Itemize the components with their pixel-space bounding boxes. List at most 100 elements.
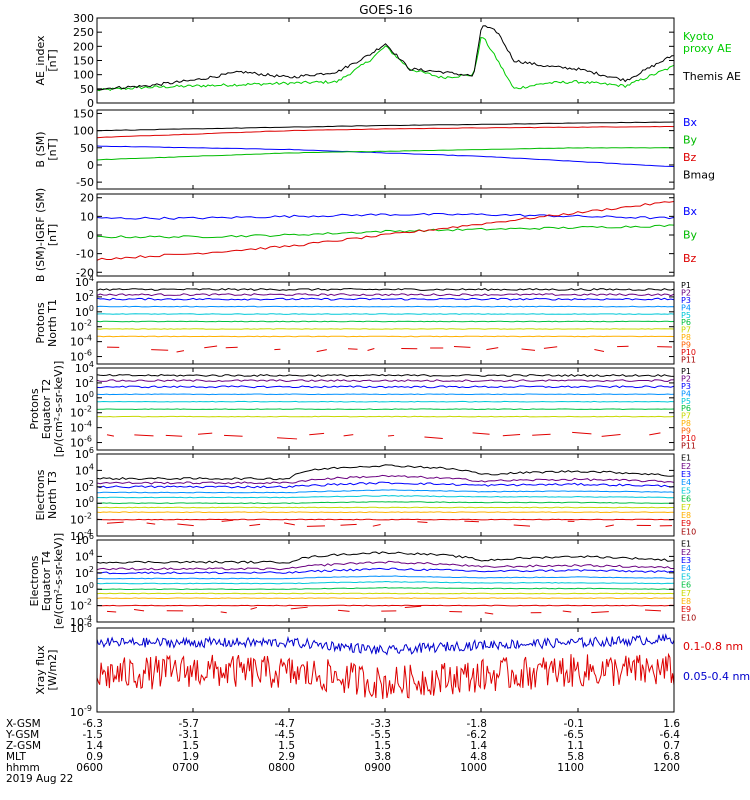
flux-dash-segment — [484, 612, 494, 615]
flux-dash-segment — [306, 525, 325, 527]
flux-line-3 — [97, 297, 674, 301]
ytick-base: 10 — [75, 276, 89, 289]
footer-value: 5.8 — [567, 751, 584, 763]
ytick-label: 10 — [80, 210, 94, 223]
bfield-line-4 — [97, 121, 674, 132]
flux-dash-segment — [106, 434, 115, 437]
flux-dash-segment — [605, 524, 614, 528]
footer-value: 0600 — [76, 762, 103, 774]
flux-line-4 — [97, 575, 674, 580]
ytick-exponent: -2 — [84, 512, 92, 521]
ylabel-line: [nT] — [46, 49, 59, 71]
legend-entry: P3 — [681, 382, 691, 391]
flux-dash-segment — [486, 347, 499, 351]
legend-entry: E9 — [681, 605, 691, 614]
flux-line-9 — [97, 518, 674, 521]
flux-line-8 — [97, 597, 674, 600]
footer-value: 1.6 — [663, 718, 680, 730]
legend-entry: P10 — [681, 348, 696, 357]
xray-line-1 — [97, 652, 674, 700]
ytick-label: 200 — [73, 40, 94, 53]
footer-value: 0.7 — [663, 740, 680, 752]
flux-dash-segment — [532, 433, 551, 436]
ylabel-line: B (SM) — [34, 131, 47, 167]
ytick-label: 300 — [73, 12, 94, 25]
flux-line-4 — [97, 489, 674, 494]
ytick-label: 10-2 — [70, 512, 92, 527]
panel-frame — [96, 109, 675, 190]
ytick-base: 10 — [70, 407, 84, 420]
flux-line-3 — [97, 481, 674, 489]
legend-entry: 0.05-0.4 nm — [683, 670, 750, 683]
flux-line-2 — [97, 474, 674, 485]
footer-row-label: X-GSM — [6, 718, 41, 730]
footer-value: -5.5 — [371, 729, 392, 741]
footer-value: 1100 — [557, 762, 584, 774]
bfield-line-3 — [97, 125, 674, 139]
flux-dash-segment — [316, 349, 327, 353]
ytick-label: 10-4 — [70, 334, 92, 349]
flux-dash-segment — [133, 608, 145, 612]
flux-dash-segment — [220, 611, 227, 614]
ylabel-line: B (SM)-IGRF (SM) — [34, 188, 47, 282]
ytick-base: 10 — [75, 392, 89, 405]
legend-entry: E10 — [681, 613, 696, 622]
legend-entry: P9 — [681, 341, 691, 350]
flux-dash-segment — [309, 432, 325, 436]
footer-value: -0.1 — [564, 718, 585, 730]
legend-entry: E9 — [681, 519, 691, 528]
ytick-base: 10 — [70, 530, 84, 543]
legend-entry: Kyoto — [683, 30, 714, 43]
ylabel-line: Equator T4 — [40, 551, 53, 611]
legend-entry: E1 — [681, 540, 691, 549]
ylabel-line: Electrons — [28, 555, 41, 606]
legend-entry: E7 — [681, 589, 691, 598]
panel-3-series — [97, 201, 674, 261]
ylabel-line: [e/(cm²-s-sr-keV)] — [52, 533, 65, 629]
footer-value: -6.4 — [660, 729, 681, 741]
ytick-label: 0 — [87, 229, 94, 242]
footer-row-label: MLT — [6, 751, 26, 763]
flux-line-7 — [97, 592, 674, 595]
flux-line-5 — [97, 580, 674, 585]
flux-dash-segment — [224, 434, 243, 437]
flux-dash-segment — [204, 345, 218, 349]
legend-entry: P4 — [681, 389, 691, 398]
flux-line-2 — [97, 379, 674, 383]
ytick-exponent: -6 — [84, 620, 92, 629]
ytick-exponent: -2 — [84, 319, 92, 328]
legend-entry: E6 — [681, 495, 691, 504]
panel-8-series — [97, 633, 674, 700]
ytick-label: 100 — [73, 69, 94, 82]
flux-dash-segment — [176, 350, 185, 353]
legend-entry: E3 — [681, 470, 691, 479]
legend-entry: P7 — [681, 412, 691, 421]
legend-entry: P7 — [681, 326, 691, 335]
ylabel-line: North T1 — [46, 299, 59, 347]
flux-line-4 — [97, 393, 674, 396]
ytick-exponent: -4 — [84, 614, 92, 623]
legend-entry: E5 — [681, 486, 691, 495]
legend-entry: E4 — [681, 564, 691, 573]
ytick-base: 10 — [70, 351, 84, 364]
ytick-label: 20 — [80, 192, 94, 205]
legend-entry: Bmag — [683, 168, 715, 181]
ytick-base: 10 — [75, 464, 89, 477]
flux-dash-segment — [543, 346, 558, 349]
ytick-label: 102 — [75, 479, 94, 494]
ytick-base: 10 — [70, 514, 84, 527]
ytick-exponent: 4 — [89, 462, 94, 471]
legend-entry: E1 — [681, 454, 691, 463]
legend-entry: E8 — [681, 511, 691, 520]
ytick-exponent: -6 — [84, 349, 92, 358]
ytick-exponent: 6 — [89, 446, 94, 455]
flux-dash-segment — [601, 433, 621, 437]
flux-dash-segment — [340, 523, 357, 526]
flux-line-6 — [97, 408, 674, 411]
flux-line-8 — [97, 335, 674, 338]
ytick-exponent: -4 — [84, 334, 92, 343]
legend-entry: P4 — [681, 303, 691, 312]
